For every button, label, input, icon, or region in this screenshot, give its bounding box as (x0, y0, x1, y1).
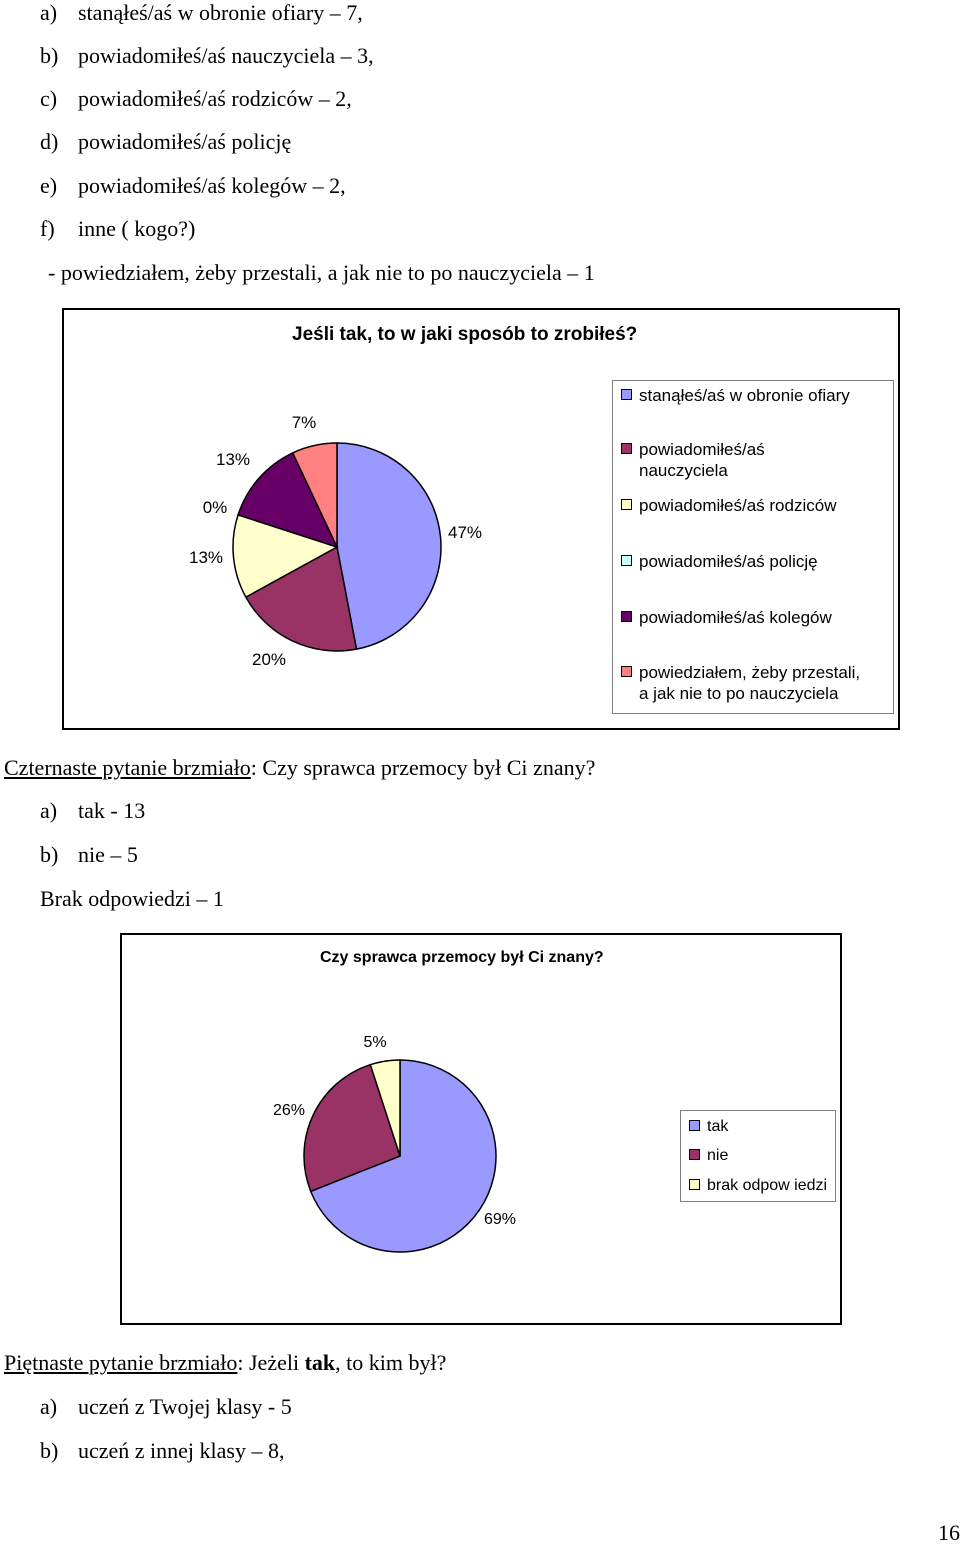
answer-item: a) uczeń z Twojej klasy - 5 (40, 1394, 292, 1420)
slice-data-label: 20% (252, 650, 286, 669)
legend-swatch (621, 443, 632, 454)
question-lead: Czternaste pytanie brzmiało (4, 755, 251, 780)
legend-swatch (621, 666, 632, 677)
list-marker: d) (40, 129, 59, 154)
list-marker: a) (40, 798, 58, 823)
list-text: tak - 13 (78, 798, 146, 823)
question-15: Piętnaste pytanie brzmiało: Jeżeli tak, … (4, 1350, 446, 1376)
legend-label: powiadomiłeś/aś nauczyciela (639, 440, 765, 480)
question-lead: Piętnaste pytanie brzmiało (4, 1350, 238, 1375)
slice-data-label: 7% (292, 413, 317, 432)
pie-slice (303, 1063, 401, 1193)
list-text: nie – 5 (78, 842, 138, 867)
slice-data-label: 47% (448, 523, 482, 542)
list-item: b) powiadomiłeś/aś nauczyciela – 3, (40, 43, 374, 69)
legend-swatch (621, 611, 632, 622)
no-answer-line: Brak odpowiedzi – 1 (40, 886, 224, 911)
question-text: , to kim był? (335, 1350, 447, 1375)
list-text: stanąłeś/aś w obronie ofiary – 7, (78, 0, 363, 25)
chart-known-perpetrator: Czy sprawca przemocy był Ci znany? 69% 26… (120, 933, 842, 1325)
slice-data-label: 13% (189, 548, 223, 567)
list-text: powiadomiłeś/aś policję (78, 129, 292, 154)
legend-label: powiedziałem, żeby przestali, a jak nie t… (639, 663, 861, 703)
pie-slice (237, 451, 339, 549)
legend-swatch (689, 1179, 700, 1190)
chart-legend: tak nie brak odpow iedzi (680, 1110, 836, 1202)
pie-chart: 69% 26% 5% (273, 1034, 516, 1253)
list-item: a) stanąłeś/aś w obronie ofiary – 7, (40, 0, 363, 26)
list-marker: a) (40, 0, 58, 25)
question-text: : Jeżeli (237, 1350, 305, 1375)
pie-slice (291, 442, 338, 548)
legend-label: brak odpow iedzi (707, 1177, 828, 1194)
list-marker: c) (40, 86, 58, 111)
list-text: uczeń z Twojej klasy - 5 (78, 1394, 292, 1419)
slice-data-label: 26% (273, 1102, 305, 1119)
list-text: inne ( kogo?) (78, 216, 196, 241)
legend-label: powiadomiłeś/aś kolegów (639, 608, 832, 627)
chart-title: Czy sprawca przemocy był Ci znany? (320, 949, 604, 966)
question-text: : Czy sprawca przemocy był Ci znany? (250, 755, 596, 780)
list-marker: f) (40, 216, 55, 241)
pie-slice (336, 442, 442, 651)
legend-label: tak (707, 1118, 729, 1135)
legend-swatch (621, 555, 632, 566)
list-marker: b) (40, 842, 59, 867)
question-14: Czternaste pytanie brzmiało: Czy sprawca… (4, 755, 595, 781)
legend-swatch (689, 1120, 700, 1131)
list-item: c) powiadomiłeś/aś rodziców – 2, (40, 86, 352, 112)
list-marker: b) (40, 43, 59, 68)
list-item: f) inne ( kogo?) (40, 216, 195, 242)
list-item: e) powiadomiłeś/aś kolegów – 2, (40, 173, 346, 199)
list-marker: a) (40, 1394, 58, 1419)
answer-item: a) tak - 13 (40, 798, 145, 824)
legend-label: nie (707, 1147, 729, 1164)
list-text: powiadomiłeś/aś kolegów – 2, (78, 173, 346, 198)
pie-chart: 47% 20% 13% 0% 13% 7% (189, 413, 482, 669)
legend-label: powiadomiłeś/aś rodziców (639, 496, 837, 515)
answer-item: b) nie – 5 (40, 842, 138, 868)
pie-slice (244, 545, 358, 652)
slice-data-label: 0% (203, 498, 228, 517)
list-text: powiadomiłeś/aś nauczyciela – 3, (78, 43, 374, 68)
answer-item: b) uczeń z innej klasy – 8, (40, 1438, 285, 1464)
pie-slice (309, 1059, 497, 1253)
legend-swatch (621, 499, 632, 510)
legend-label: stanąłeś/aś w obronie ofiary (639, 386, 850, 405)
legend-swatch (689, 1149, 700, 1160)
chart-title: Jeśli tak, to w jaki sposób to zrobiłeś? (292, 324, 638, 345)
list-marker: b) (40, 1438, 59, 1463)
pie-slice (232, 513, 339, 599)
question-emphasis: tak (304, 1350, 336, 1375)
slice-data-label: 69% (484, 1211, 516, 1228)
legend-label: powiadomiłeś/aś policję (639, 552, 818, 571)
note-line: - powiedziałem, żeby przestali, a jak ni… (48, 260, 595, 285)
list-item: d) powiadomiłeś/aś policję (40, 129, 291, 155)
list-text: powiadomiłeś/aś rodziców – 2, (78, 86, 352, 111)
slice-data-label: 5% (363, 1034, 386, 1051)
slice-data-label: 13% (216, 450, 250, 469)
page-number: 16 (938, 1520, 960, 1545)
list-text: uczeń z innej klasy – 8, (78, 1438, 285, 1463)
legend-swatch (621, 389, 632, 400)
list-marker: e) (40, 173, 58, 198)
chart-how-helped: Jeśli tak, to w jaki sposób to zrobiłeś?… (62, 308, 900, 730)
pie-slice (369, 1059, 401, 1157)
chart-legend: stanąłeś/aś w obronie ofiary powiadomiłeś… (612, 380, 894, 714)
